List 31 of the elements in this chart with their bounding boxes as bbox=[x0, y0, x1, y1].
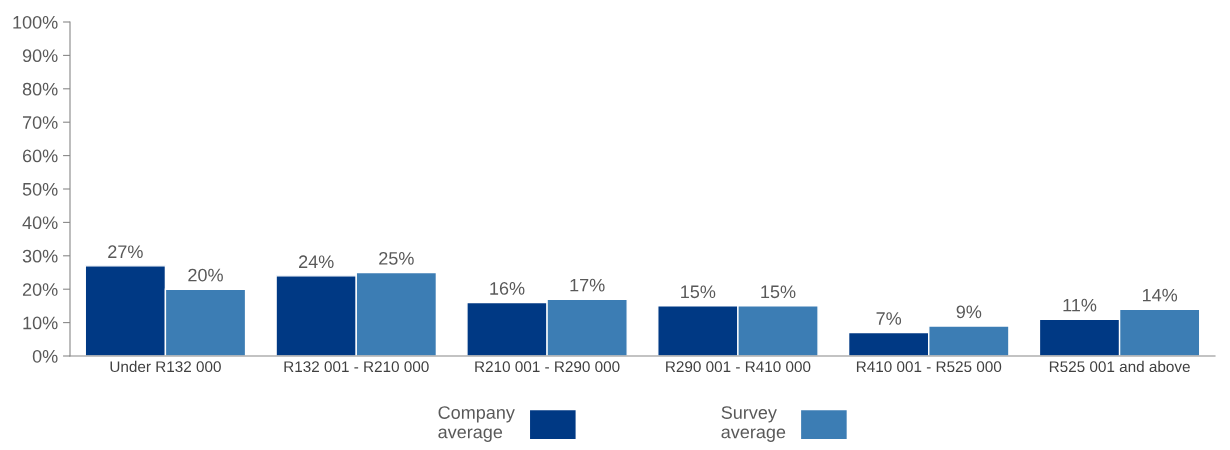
data-label: 16% bbox=[490, 282, 525, 295]
y-tick-label: 80% bbox=[22, 82, 58, 96]
data-label: 17% bbox=[570, 278, 605, 292]
data-label: 14% bbox=[1142, 288, 1178, 302]
y-tick-label: 50% bbox=[22, 182, 58, 196]
x-tick-label: R210 001 - R290 000 bbox=[475, 361, 620, 373]
x-tick-label: R290 001 - R410 000 bbox=[666, 361, 811, 373]
legend-label: Survey average bbox=[721, 406, 786, 442]
x-tick-label: R525 001 and above bbox=[1049, 360, 1190, 373]
data-label: 15% bbox=[681, 285, 716, 299]
y-tick-label: 30% bbox=[22, 249, 58, 263]
data-label: 9% bbox=[956, 305, 982, 319]
y-tick-label: 100% bbox=[13, 15, 58, 29]
data-label: 15% bbox=[761, 285, 796, 299]
data-label: 24% bbox=[299, 255, 334, 269]
data-label: 20% bbox=[188, 268, 223, 282]
y-tick-label: 40% bbox=[22, 216, 58, 230]
x-tick-label: Under R132 000 bbox=[110, 360, 221, 373]
y-tick-label: 10% bbox=[23, 316, 58, 330]
data-label: 7% bbox=[876, 312, 902, 325]
data-label: 27% bbox=[108, 245, 143, 259]
y-tick-label: 90% bbox=[22, 49, 58, 63]
data-label: 11% bbox=[1063, 298, 1097, 312]
data-label: 25% bbox=[379, 251, 414, 265]
x-tick-label: R132 001 - R210 000 bbox=[284, 361, 429, 373]
y-tick-label: 20% bbox=[22, 283, 58, 296]
x-tick-label: R410 001 - R525 000 bbox=[856, 361, 1002, 373]
y-tick-label: 60% bbox=[22, 149, 58, 163]
y-tick-label: 70% bbox=[22, 116, 58, 129]
y-tick-label: 0% bbox=[32, 349, 58, 363]
legend-label: Company average bbox=[438, 406, 515, 442]
